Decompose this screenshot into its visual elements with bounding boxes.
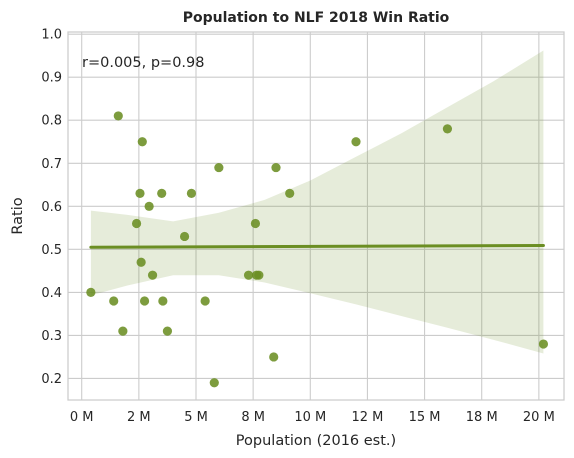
y-tick-label: 0.2 (41, 372, 62, 387)
data-point (186, 188, 197, 199)
x-tick-label: 2 M (127, 410, 151, 425)
data-point (137, 137, 147, 147)
data-point (269, 352, 279, 362)
data-point (254, 270, 264, 280)
data-point (158, 296, 168, 306)
y-tick-label: 0.3 (41, 329, 62, 344)
data-point (109, 296, 119, 306)
plot-area: r=0.005, p=0.98 (67, 31, 565, 401)
data-point (538, 339, 549, 349)
y-tick-label: 0.9 (41, 71, 62, 86)
y-tick-label: 0.5 (41, 243, 62, 258)
x-tick-label: 8 M (241, 410, 265, 425)
x-tick-label: 0 M (70, 410, 94, 425)
confidence-band (90, 50, 544, 354)
x-tick-label: 5 M (184, 410, 208, 425)
data-point (118, 326, 128, 336)
data-point (250, 218, 261, 229)
data-point (209, 378, 219, 388)
y-gridlines (68, 33, 564, 380)
data-point (86, 287, 96, 297)
x-axis-label: Population (2016 est.) (236, 433, 396, 449)
data-point (157, 188, 167, 199)
regression-line (89, 243, 545, 249)
data-point (135, 188, 145, 199)
x-tick-label: 18 M (466, 410, 498, 425)
y-tick-label: 0.8 (41, 114, 62, 129)
data-point (200, 296, 210, 306)
data-point (214, 162, 224, 173)
x-gridlines (81, 32, 540, 400)
data-point (179, 231, 190, 242)
y-tick-labels: 0.2 0.3 0.4 0.5 0.6 0.7 0.8 0.9 1.0 (41, 28, 62, 387)
x-tick-label: 12 M (351, 410, 383, 425)
data-point (351, 137, 361, 147)
y-tick-label: 0.7 (41, 157, 62, 172)
data-point (162, 326, 173, 336)
data-points (86, 111, 549, 388)
y-tick-label: 0.6 (41, 200, 62, 215)
data-point (144, 201, 154, 211)
chart-title: Population to NLF 2018 Win Ratio (183, 10, 450, 26)
data-point (271, 162, 281, 173)
data-point (285, 188, 295, 199)
y-tick-label: 1.0 (41, 28, 62, 43)
data-point (139, 296, 150, 306)
data-point (113, 111, 123, 121)
data-point (136, 257, 146, 267)
data-point (147, 270, 158, 280)
x-tick-label: 10 M (294, 410, 326, 425)
data-point (442, 124, 453, 134)
plot-frame (67, 31, 565, 401)
correlation-annotation: r=0.005, p=0.98 (82, 55, 204, 71)
data-point (131, 218, 142, 229)
data-point (243, 270, 254, 280)
x-tick-label: 15 M (409, 410, 441, 425)
y-axis-label: Ratio (10, 197, 26, 234)
y-tick-label: 0.4 (41, 286, 62, 301)
x-tick-labels: 0 M 2 M 5 M 8 M 10 M 12 M 15 M 18 M 20 M (70, 410, 555, 425)
x-tick-label: 20 M (523, 410, 555, 425)
